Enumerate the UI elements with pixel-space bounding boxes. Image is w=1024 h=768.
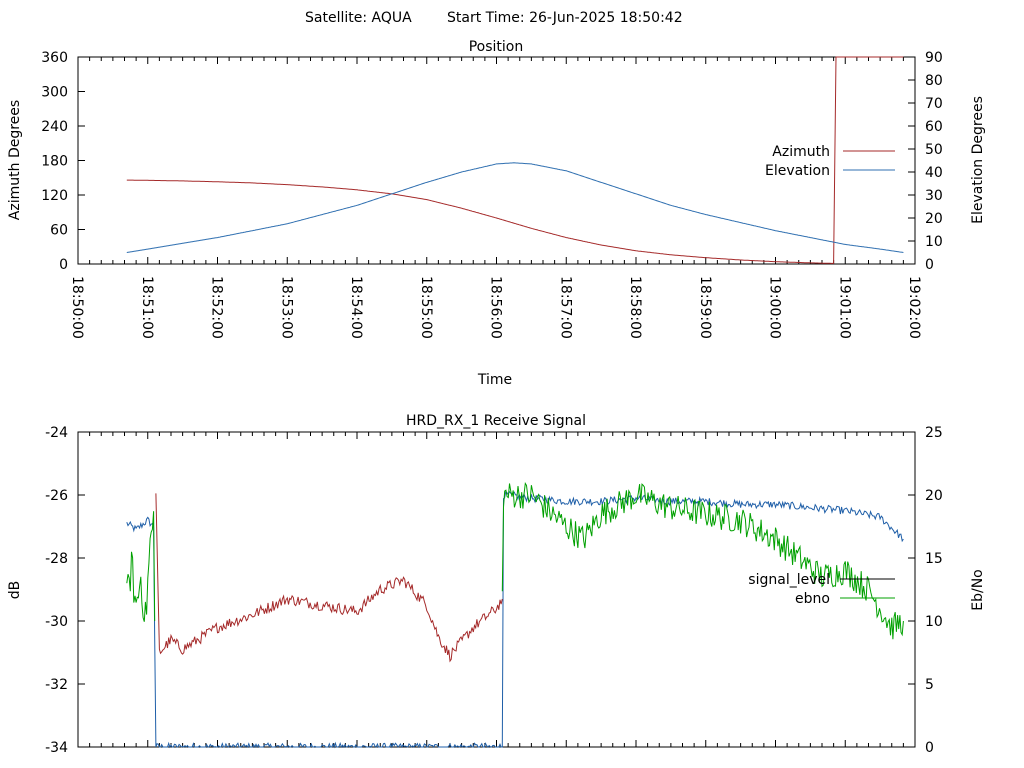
y2-tick-label: 10: [925, 614, 943, 630]
legend-label-elevation: Elevation: [765, 163, 830, 179]
y-tick-label: -24: [45, 425, 68, 441]
signal-y-label: dB: [7, 581, 23, 600]
position-y2-label: Elevation Degrees: [970, 96, 986, 224]
y2-tick-label: 40: [925, 165, 943, 181]
y-tick-label: -28: [45, 551, 68, 567]
y2-tick-label: 15: [925, 551, 943, 567]
y-tick-label: 60: [50, 223, 68, 239]
legend-label-signal-level: signal_level: [748, 572, 830, 588]
y2-tick-label: 25: [925, 425, 943, 441]
y-tick-label: -26: [45, 488, 68, 504]
y2-tick-label: 20: [925, 211, 943, 227]
x-tick-label: 18:52:00: [209, 276, 225, 339]
y2-tick-label: 50: [925, 142, 943, 158]
y-tick-label: -34: [45, 740, 68, 756]
series-line-elevation: [126, 162, 904, 253]
y-tick-label: 120: [41, 188, 68, 204]
position-chart-title: Position: [469, 39, 524, 55]
y2-tick-label: 80: [925, 73, 943, 89]
x-tick-label: 18:55:00: [418, 276, 434, 339]
series-line-signal-level-gap: [155, 493, 503, 663]
y2-tick-label: 60: [925, 119, 943, 135]
y2-tick-label: 70: [925, 96, 943, 112]
y-tick-label: 0: [59, 257, 68, 273]
series-line-ebno-start: [126, 511, 156, 622]
x-tick-label: 18:58:00: [627, 276, 643, 339]
y-tick-label: 360: [41, 50, 68, 66]
series-line-signal-level: [126, 490, 904, 749]
signal-chart-title: HRD_RX_1 Receive Signal: [406, 413, 586, 429]
legend-label-azimuth: Azimuth: [772, 144, 830, 160]
satellite-label: Satellite: AQUA: [305, 10, 412, 26]
x-tick-label: 18:59:00: [697, 276, 713, 339]
x-tick-label: 18:56:00: [488, 276, 504, 339]
x-tick-label: 19:02:00: [906, 276, 922, 339]
signal-y2-label: Eb/No: [970, 569, 986, 611]
y-tick-label: 300: [41, 85, 68, 101]
y2-tick-label: 20: [925, 488, 943, 504]
start-time-label: Start Time: 26-Jun-2025 18:50:42: [447, 10, 683, 26]
series-line-azimuth: [126, 56, 904, 264]
signal-chart: HRD_RX_1 Receive Signal -34-32-30-28-26-…: [7, 413, 986, 756]
legend-label-ebno: ebno: [795, 591, 830, 607]
y-tick-label: 240: [41, 119, 68, 135]
signal-axes: -34 -32 -30 -28 -26 -24 0 5 10 15 20 25: [45, 425, 943, 756]
y2-tick-label: 90: [925, 50, 943, 66]
position-x-label: Time: [477, 372, 512, 388]
y-tick-label: -32: [45, 677, 68, 693]
signal-plot-frame: [77, 431, 916, 748]
signal-legend: signal_level ebno: [748, 572, 895, 607]
y2-tick-label: 0: [925, 740, 934, 756]
y-tick-label: 180: [41, 154, 68, 170]
y2-tick-label: 10: [925, 234, 943, 250]
y2-tick-label: 0: [925, 257, 934, 273]
x-tick-label: 19:01:00: [836, 276, 852, 339]
position-y-label: Azimuth Degrees: [7, 100, 23, 220]
x-tick-label: 18:53:00: [278, 276, 294, 339]
position-legend: Azimuth Elevation: [765, 144, 895, 179]
x-tick-label: 19:00:00: [767, 276, 783, 339]
x-tick-label: 18:50:00: [69, 276, 85, 339]
x-tick-label: 18:57:00: [557, 276, 573, 339]
position-axes: 0 60 120 180 240 300 360 0 10 20 30 40 50 60 70 80 90 18:…: [41, 50, 943, 339]
series-line-ebno: [501, 482, 904, 640]
figure-header: Satellite: AQUA Start Time: 26-Jun-2025 …: [305, 10, 683, 26]
y2-tick-label: 5: [925, 677, 934, 693]
y2-tick-label: 30: [925, 188, 943, 204]
position-chart: Position 0 60 120 180 240 300 360 0 10 20 30 40 50 60…: [7, 39, 986, 388]
signal-series: [126, 482, 904, 749]
x-tick-label: 18:51:00: [139, 276, 155, 339]
position-series: [126, 56, 904, 264]
y-tick-label: -30: [45, 614, 68, 630]
x-tick-label: 18:54:00: [348, 276, 364, 339]
